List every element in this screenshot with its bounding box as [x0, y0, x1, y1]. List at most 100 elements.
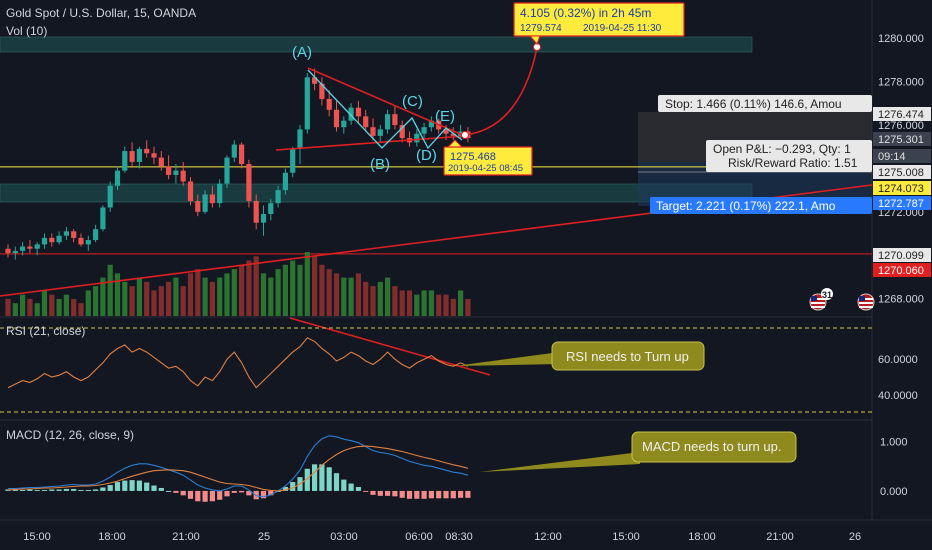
wave-path [307, 69, 463, 150]
target-callout-price: 1279.574 [520, 23, 562, 34]
us-flag-icon[interactable]: 31 [809, 288, 833, 311]
candle-body [209, 194, 215, 204]
candle-body [63, 231, 69, 236]
wave-label-e: (E) [435, 108, 455, 125]
macd-hist-bar [180, 490, 186, 496]
volume-bar [421, 290, 427, 316]
candle-body [158, 157, 164, 167]
time-tick-label: 18:00 [98, 531, 126, 543]
time-axis[interactable]: 15:00 18:00 21:00 25 03:00 06:00 08:30 12:00 15:… [23, 531, 861, 543]
candle-body [304, 77, 310, 130]
volume-bar [195, 269, 201, 316]
macd-hist-bar [173, 490, 179, 493]
rsi-note[interactable]: RSI needs to Turn up [455, 341, 705, 371]
volume-bar [312, 256, 318, 316]
macd-hist-bar [34, 489, 40, 491]
volume-bar [144, 281, 150, 316]
volume-bar [85, 290, 91, 316]
rr-text: Risk/Reward Ratio: 1.51 [728, 156, 858, 170]
price-badge [873, 248, 931, 262]
wave-label-b: (B) [370, 156, 390, 173]
price-badge-label: 1270.099 [878, 250, 924, 262]
macd-note-text: MACD needs to turn up. [642, 439, 781, 454]
volume-bar [458, 290, 464, 316]
candle-body [151, 153, 157, 158]
candle-body [428, 120, 434, 128]
candle-body [144, 148, 150, 154]
target-label[interactable]: Target: 2.221 (0.17%) 222.1, Amo [650, 197, 872, 214]
macd-note[interactable]: MACD needs to turn up. [480, 431, 797, 472]
projection-start-point[interactable] [461, 131, 469, 139]
price-tick-label: 1268.000 [878, 294, 924, 306]
volume-bar [56, 298, 62, 316]
macd-hist-bar [122, 480, 128, 491]
macd-hist-bar [239, 490, 245, 493]
candle-body [166, 166, 172, 175]
price-badge-label: 09:14 [878, 151, 906, 163]
volume-bar [246, 260, 252, 316]
candle-body [5, 248, 11, 254]
macd-hist-bar [385, 490, 391, 496]
candle-body [399, 125, 405, 139]
macd-hist-bar [231, 490, 237, 493]
volume-indicator-label[interactable]: Vol (10) [6, 24, 48, 38]
macd-hist-bar [312, 464, 318, 491]
rsi-line [7, 337, 469, 389]
resistance-zone [0, 36, 753, 53]
volume-bar [275, 269, 281, 316]
time-tick-label: 15:00 [612, 531, 640, 543]
macd-hist-bar [20, 489, 26, 491]
macd-hist-bar [443, 490, 449, 499]
volume-bar [20, 294, 26, 316]
macd-tick-label: 1.000 [880, 437, 908, 449]
target-callout[interactable]: 4.105 (0.32%) in 2h 45m 1279.574 2019-04… [513, 2, 685, 45]
volume-bar [363, 281, 369, 316]
pnl-label[interactable]: Open P&L: −0.293, Qty: 1 Risk/Reward Rat… [706, 140, 872, 172]
volume-bar [428, 290, 434, 316]
volume-bar [202, 277, 208, 316]
volume-bar [319, 264, 325, 316]
macd-hist-bar [282, 486, 288, 491]
time-tick-label: 03:00 [330, 531, 358, 543]
volume-bar [129, 286, 135, 316]
candle-body [348, 107, 354, 121]
macd-hist-bar [348, 483, 354, 491]
volume-bar [151, 290, 157, 316]
flag-badge-count: 31 [822, 290, 832, 300]
volume-bar [93, 286, 99, 316]
rsi-indicator-label[interactable]: RSI (21, close) [6, 324, 86, 338]
price-badge [873, 181, 931, 195]
candle-body [27, 246, 33, 249]
candle-body [450, 133, 456, 136]
point-callout[interactable]: 1275.468 2019-04-25 08:45 [443, 139, 533, 176]
macd-hist-bar [355, 486, 361, 491]
time-tick-label: 21:00 [172, 531, 200, 543]
symbol-title[interactable]: Gold Spot / U.S. Dollar, 15, OANDA [6, 6, 197, 20]
price-tick-label: 1280.000 [878, 33, 924, 45]
price-badge [873, 165, 931, 179]
macd-hist-bar [151, 485, 157, 491]
candle-body [85, 240, 91, 245]
rsi-axis: 60.0000 40.0000 [878, 354, 918, 402]
macd-hist-bar [363, 490, 369, 492]
macd-hist-bar [458, 490, 464, 498]
candle-body [260, 214, 267, 223]
macd-hist-bar [158, 487, 164, 491]
wave-label-d: (D) [416, 147, 437, 164]
volume-bar [253, 256, 259, 316]
price-badge [873, 263, 931, 277]
macd-hist-bar [377, 490, 383, 496]
macd-hist-bar [217, 490, 223, 500]
macd-indicator-label[interactable]: MACD (12, 26, close, 9) [6, 428, 135, 442]
us-flag-icon-2[interactable] [857, 293, 875, 311]
time-tick-label: 08:30 [445, 531, 473, 543]
candle-body [363, 116, 369, 128]
macd-hist-bar [326, 467, 332, 491]
volume-bar [385, 277, 391, 316]
stop-label[interactable]: Stop: 1.466 (0.11%) 146.6, Amou [658, 95, 872, 112]
macd-hist-bar [246, 490, 252, 496]
volume-bar [260, 273, 267, 316]
candle-body [173, 170, 179, 175]
volume-bar [304, 252, 310, 316]
